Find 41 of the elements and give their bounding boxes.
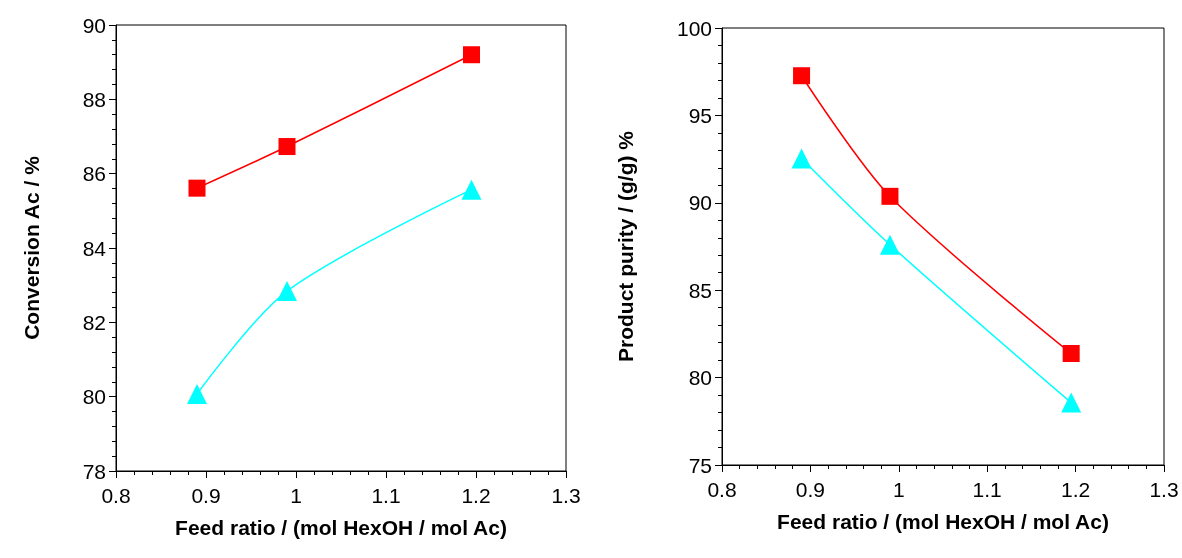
y-tick-label: 88	[82, 87, 106, 111]
y-tick-label: 85	[688, 278, 712, 302]
x-tick-label: 0.9	[795, 478, 825, 501]
point	[278, 138, 296, 156]
point	[1061, 392, 1082, 413]
x-axis-title: Feed ratio / (mol HexOH / mol Ac)	[175, 516, 507, 539]
y-tick-label: 84	[82, 236, 107, 260]
y-axis-title: Conversion Ac / %	[20, 155, 43, 340]
x-tick-label: 1.1	[972, 478, 1002, 501]
point	[1062, 344, 1080, 362]
x-tick-label: 1	[290, 484, 302, 507]
y-tick-label: 95	[688, 103, 712, 127]
point	[791, 148, 812, 169]
y-tick-label: 80	[82, 385, 106, 409]
point	[879, 234, 900, 255]
y-tick-label: 75	[688, 453, 712, 477]
y-tick-label: 90	[82, 13, 106, 37]
point	[461, 179, 482, 200]
x-tick-label: 0.8	[101, 484, 131, 507]
point	[463, 46, 480, 64]
y-tick-label: 78	[82, 459, 106, 483]
x-tick-label: 1.1	[371, 484, 401, 507]
x-tick-label: 0.8	[707, 478, 737, 501]
y-axis-title: Product purity / (g/g) %	[614, 130, 637, 362]
point	[187, 384, 207, 405]
x-tick-label: 1.3	[551, 484, 581, 507]
y-tick-label: 80	[688, 366, 712, 390]
y-tick-label: 90	[688, 191, 712, 215]
x-tick-label: 1.2	[1061, 478, 1091, 501]
x-tick-label: 1	[892, 478, 905, 501]
x-axis-title: Feed ratio / (mol HexOH / mol Ac)	[777, 510, 1109, 533]
point	[881, 187, 899, 205]
x-tick-label: 0.9	[191, 484, 221, 507]
y-tick-label: 100	[676, 16, 712, 40]
y-tick-label: 82	[82, 310, 106, 334]
x-tick-label: 1.3	[1149, 478, 1179, 501]
point	[277, 281, 297, 302]
point	[188, 179, 206, 197]
y-tick-label: 86	[82, 162, 106, 186]
point	[793, 67, 811, 85]
x-tick-label: 1.2	[461, 484, 491, 507]
